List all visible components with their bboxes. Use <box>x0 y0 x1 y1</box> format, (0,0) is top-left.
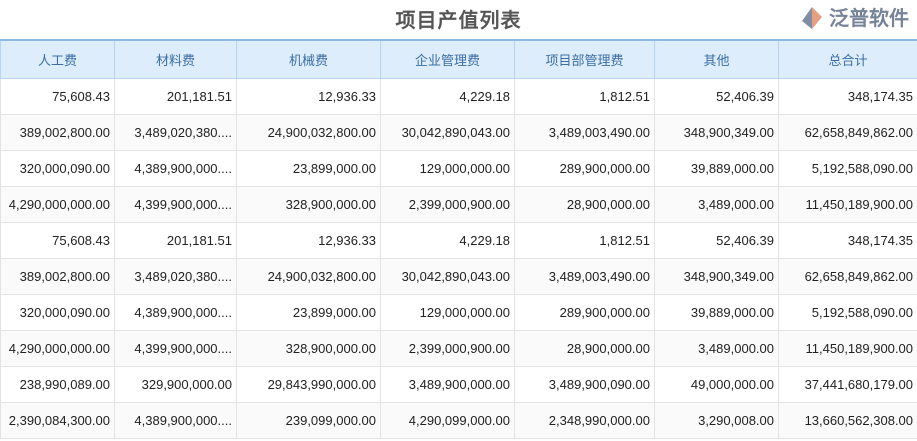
table-cell: 348,174.35 <box>778 222 917 259</box>
table-row[interactable]: 2,390,084,300.00 4,389,900,000.... 239,099… <box>0 402 917 439</box>
table-row[interactable]: 320,000,090.00 4,389,900,000.... 23,899,00… <box>0 150 917 187</box>
table-cell: 129,000,000.00 <box>380 294 515 331</box>
table-cell: 28,900,000.00 <box>514 186 655 223</box>
table-cell: 24,900,032,800.00 <box>236 258 381 295</box>
table-cell: 329,900,000.00 <box>114 366 237 403</box>
table-cell: 348,900,349.00 <box>654 114 779 151</box>
table-cell: 3,489,000.00 <box>654 186 779 223</box>
table-cell: 4,389,900,000.... <box>114 294 237 331</box>
table-cell: 129,000,000.00 <box>380 150 515 187</box>
table-cell: 3,489,003,490.00 <box>514 258 655 295</box>
column-header[interactable]: 其他 <box>654 39 779 79</box>
table-cell: 4,399,900,000.... <box>114 186 237 223</box>
table-cell: 75,608.43 <box>0 78 115 115</box>
table-cell: 320,000,090.00 <box>0 294 115 331</box>
table-cell: 3,489,003,490.00 <box>514 114 655 151</box>
table-cell: 37,441,680,179.00 <box>778 366 917 403</box>
table-cell: 389,002,800.00 <box>0 258 115 295</box>
table-cell: 24,900,032,800.00 <box>236 114 381 151</box>
project-output-table: 人工费 材料费 机械费 企业管理费 项目部管理费 其他 总合计 75,608.43 201,1… <box>0 39 917 439</box>
table-row[interactable]: 75,608.43 201,181.51 12,936.33 4,229.18 1,81… <box>0 222 917 259</box>
column-header[interactable]: 总合计 <box>778 39 917 79</box>
watermark-text: 泛普软件 <box>829 6 909 30</box>
table-cell: 28,900,000.00 <box>514 330 655 367</box>
table-cell: 11,450,189,900.00 <box>778 330 917 367</box>
table-cell: 52,406.39 <box>654 222 779 259</box>
table-cell: 62,658,849,862.00 <box>778 258 917 295</box>
table-cell: 3,290,008.00 <box>654 402 779 439</box>
table-cell: 23,899,000.00 <box>236 294 381 331</box>
table-cell: 62,658,849,862.00 <box>778 114 917 151</box>
table-row[interactable]: 75,608.43 201,181.51 12,936.33 4,229.18 1,81… <box>0 78 917 115</box>
table-cell: 4,290,000,000.00 <box>0 330 115 367</box>
table-cell: 3,489,000.00 <box>654 330 779 367</box>
table-cell: 2,348,990,000.00 <box>514 402 655 439</box>
table-cell: 320,000,090.00 <box>0 150 115 187</box>
table-cell: 30,042,890,043.00 <box>380 258 515 295</box>
table-cell: 3,489,020,380.... <box>114 114 237 151</box>
table-cell: 328,900,000.00 <box>236 330 381 367</box>
table-row[interactable]: 320,000,090.00 4,389,900,000.... 23,899,00… <box>0 294 917 331</box>
table-cell: 4,389,900,000.... <box>114 150 237 187</box>
table-cell: 3,489,900,000.00 <box>380 366 515 403</box>
table-cell: 30,042,890,043.00 <box>380 114 515 151</box>
table-cell: 4,290,000,000.00 <box>0 186 115 223</box>
table-cell: 75,608.43 <box>0 222 115 259</box>
table-cell: 239,099,000.00 <box>236 402 381 439</box>
table-cell: 1,812.51 <box>514 222 655 259</box>
table-cell: 201,181.51 <box>114 222 237 259</box>
table-cell: 2,399,000,900.00 <box>380 186 515 223</box>
table-cell: 289,900,000.00 <box>514 294 655 331</box>
page-title: 项目产值列表 <box>395 8 522 32</box>
column-header[interactable]: 材料费 <box>114 39 237 79</box>
table-cell: 348,174.35 <box>778 78 917 115</box>
table-cell: 49,000,000.00 <box>654 366 779 403</box>
column-header[interactable]: 机械费 <box>236 39 381 79</box>
table-cell: 289,900,000.00 <box>514 150 655 187</box>
table-cell: 12,936.33 <box>236 222 381 259</box>
table-row[interactable]: 4,290,000,000.00 4,399,900,000.... 328,900… <box>0 186 917 223</box>
logo-icon <box>802 7 822 29</box>
table-cell: 4,229.18 <box>380 222 515 259</box>
table-cell: 348,900,349.00 <box>654 258 779 295</box>
table-cell: 4,290,099,000.00 <box>380 402 515 439</box>
column-header[interactable]: 企业管理费 <box>380 39 515 79</box>
table-cell: 4,229.18 <box>380 78 515 115</box>
table-cell: 2,399,000,900.00 <box>380 330 515 367</box>
table-cell: 328,900,000.00 <box>236 186 381 223</box>
table-cell: 3,489,900,090.00 <box>514 366 655 403</box>
table-cell: 52,406.39 <box>654 78 779 115</box>
table-cell: 201,181.51 <box>114 78 237 115</box>
table-cell: 12,936.33 <box>236 78 381 115</box>
table-cell: 389,002,800.00 <box>0 114 115 151</box>
table-cell: 39,889,000.00 <box>654 150 779 187</box>
table-cell: 238,990,089.00 <box>0 366 115 403</box>
table-cell: 39,889,000.00 <box>654 294 779 331</box>
column-header[interactable]: 人工费 <box>0 39 115 79</box>
table-cell: 5,192,588,090.00 <box>778 294 917 331</box>
table-cell: 4,389,900,000.... <box>114 402 237 439</box>
table-cell: 29,843,990,000.00 <box>236 366 381 403</box>
table-cell: 13,660,562,308.00 <box>778 402 917 439</box>
table-cell: 2,390,084,300.00 <box>0 402 115 439</box>
table-row[interactable]: 4,290,000,000.00 4,399,900,000.... 328,900… <box>0 330 917 367</box>
table-cell: 4,399,900,000.... <box>114 330 237 367</box>
table-cell: 23,899,000.00 <box>236 150 381 187</box>
table-header: 人工费 材料费 机械费 企业管理费 项目部管理费 其他 总合计 <box>0 39 917 79</box>
table-cell: 3,489,020,380.... <box>114 258 237 295</box>
table-cell: 11,450,189,900.00 <box>778 186 917 223</box>
watermark-logo: 泛普软件 <box>799 5 909 31</box>
column-header[interactable]: 项目部管理费 <box>514 39 655 79</box>
table-cell: 5,192,588,090.00 <box>778 150 917 187</box>
table-cell: 1,812.51 <box>514 78 655 115</box>
table-row[interactable]: 238,990,089.00 329,900,000.00 29,843,990,0… <box>0 366 917 403</box>
table-row[interactable]: 389,002,800.00 3,489,020,380.... 24,900,03… <box>0 114 917 151</box>
table-row[interactable]: 389,002,800.00 3,489,020,380.... 24,900,03… <box>0 258 917 295</box>
